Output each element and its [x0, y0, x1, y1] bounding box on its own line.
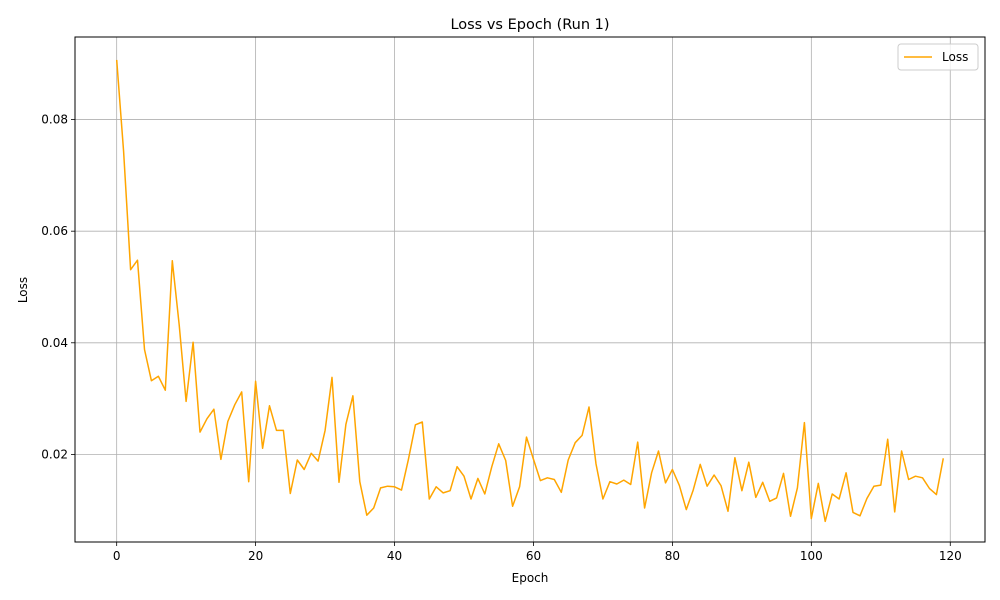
- series-layer: [115, 59, 945, 523]
- x-tick-label: 120: [939, 549, 962, 563]
- y-tick-label: 0.04: [41, 336, 68, 350]
- x-axis: 0 20 40 60 80 100 120: [113, 542, 962, 563]
- y-axis-label: Loss: [16, 277, 30, 303]
- y-tick-label: 0.02: [41, 447, 68, 461]
- x-tick-label: 80: [665, 549, 680, 563]
- x-tick-label: 40: [387, 549, 402, 563]
- x-tick-label: 20: [248, 549, 263, 563]
- series-line-loss: [115, 59, 945, 523]
- y-axis: 0.02 0.04 0.06 0.08: [41, 113, 75, 461]
- x-tick-label: 0: [113, 549, 121, 563]
- legend: Loss: [897, 43, 979, 71]
- x-tick-label: 60: [526, 549, 541, 563]
- y-tick-label: 0.06: [41, 224, 68, 238]
- plot-area: [75, 37, 985, 542]
- plot-frame: [74, 36, 986, 543]
- grid-lines: [75, 37, 985, 542]
- legend-label-loss: Loss: [942, 50, 968, 64]
- y-tick-label: 0.08: [41, 113, 68, 127]
- x-axis-label: Epoch: [512, 571, 549, 585]
- legend-box: [897, 43, 979, 71]
- chart-title: Loss vs Epoch (Run 1): [450, 17, 609, 33]
- x-tick-label: 100: [800, 549, 823, 563]
